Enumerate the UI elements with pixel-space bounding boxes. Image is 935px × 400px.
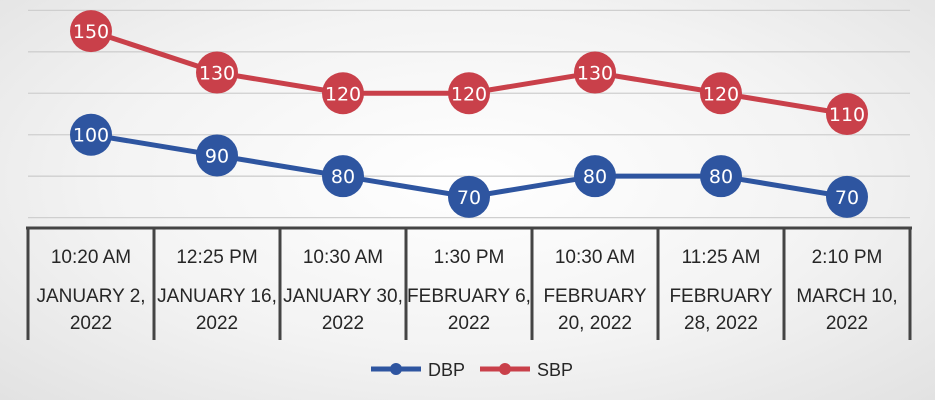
category-label: FEBRUARY [543, 286, 646, 307]
data-label: 120 [325, 83, 361, 105]
category-label: MARCH 10, [796, 286, 897, 307]
data-point-marker [574, 155, 616, 198]
legend-swatch-marker [390, 363, 402, 375]
category-label: 2022 [322, 313, 364, 334]
data-point: 120 [322, 72, 364, 115]
category-label: JANUARY 30, [283, 286, 403, 307]
data-point: 80 [700, 155, 742, 198]
category-label: 28, 2022 [684, 313, 758, 334]
data-point: 150 [70, 10, 112, 53]
data-point: 110 [826, 93, 868, 135]
legend-item-sbp: SBP [480, 360, 573, 380]
category-label: 11:25 AM [682, 247, 761, 268]
legend: DBP SBP [371, 360, 573, 380]
category-label: 10:30 AM [303, 247, 383, 268]
data-point-marker [196, 51, 238, 94]
data-point: 100 [70, 113, 112, 156]
data-label: 130 [199, 63, 235, 85]
category-label: JANUARY 2, [36, 286, 145, 307]
data-label: 150 [73, 21, 109, 43]
data-label: 70 [835, 187, 859, 209]
data-point-marker [322, 155, 364, 198]
data-markers: 100 90 80 70 80 80 70 150 130 120 120 130 120 110 [70, 10, 868, 218]
legend-label: SBP [537, 360, 573, 380]
data-label: 70 [457, 187, 481, 209]
data-point: 80 [574, 155, 616, 198]
category-label: JANUARY 16, [157, 286, 277, 307]
data-point-marker [826, 93, 868, 135]
data-label: 100 [73, 125, 109, 147]
category-label: FEBRUARY [669, 286, 772, 307]
data-point-marker [70, 10, 112, 53]
category-label: 2022 [826, 313, 868, 334]
legend-item-dbp: DBP [371, 360, 465, 380]
data-point-marker [448, 175, 490, 218]
category-axis-table: 10:20 AM JANUARY 2, 2022 12:25 PM JANUARY 16… [26, 226, 912, 340]
data-point: 130 [574, 51, 616, 94]
data-point: 70 [826, 175, 868, 218]
legend-label: DBP [428, 360, 465, 380]
data-point-marker [826, 175, 868, 218]
data-point: 120 [700, 72, 742, 115]
category-label: FEBRUARY 6, [407, 286, 531, 307]
data-point-marker [700, 155, 742, 198]
category-label: 2022 [448, 313, 490, 334]
data-point-marker [574, 51, 616, 94]
category-label: 10:30 AM [555, 247, 635, 268]
category-label: 2022 [70, 313, 112, 334]
data-point-marker [70, 113, 112, 156]
data-point: 130 [196, 51, 238, 94]
category-label: 2022 [196, 313, 238, 334]
data-point-marker [700, 72, 742, 115]
category-label: 1:30 PM [434, 247, 505, 268]
data-point: 80 [322, 155, 364, 198]
data-point-marker [448, 72, 490, 115]
data-label: 80 [583, 166, 607, 188]
data-label: 90 [205, 145, 229, 167]
data-label: 80 [331, 166, 355, 188]
category-label: 12:25 PM [176, 247, 257, 268]
data-point-marker [322, 72, 364, 115]
data-point: 70 [448, 175, 490, 218]
category-label: 10:20 AM [51, 247, 131, 268]
data-point: 120 [448, 72, 490, 115]
data-label: 130 [577, 63, 613, 85]
data-label: 120 [451, 83, 487, 105]
data-label: 110 [829, 104, 865, 126]
data-label: 80 [709, 166, 733, 188]
data-point-marker [196, 134, 238, 177]
category-label: 2:10 PM [812, 247, 883, 268]
category-label: 20, 2022 [558, 313, 632, 334]
data-label: 120 [703, 83, 739, 105]
data-point: 90 [196, 134, 238, 177]
gridlines [28, 9, 910, 219]
legend-swatch-marker [499, 363, 511, 375]
